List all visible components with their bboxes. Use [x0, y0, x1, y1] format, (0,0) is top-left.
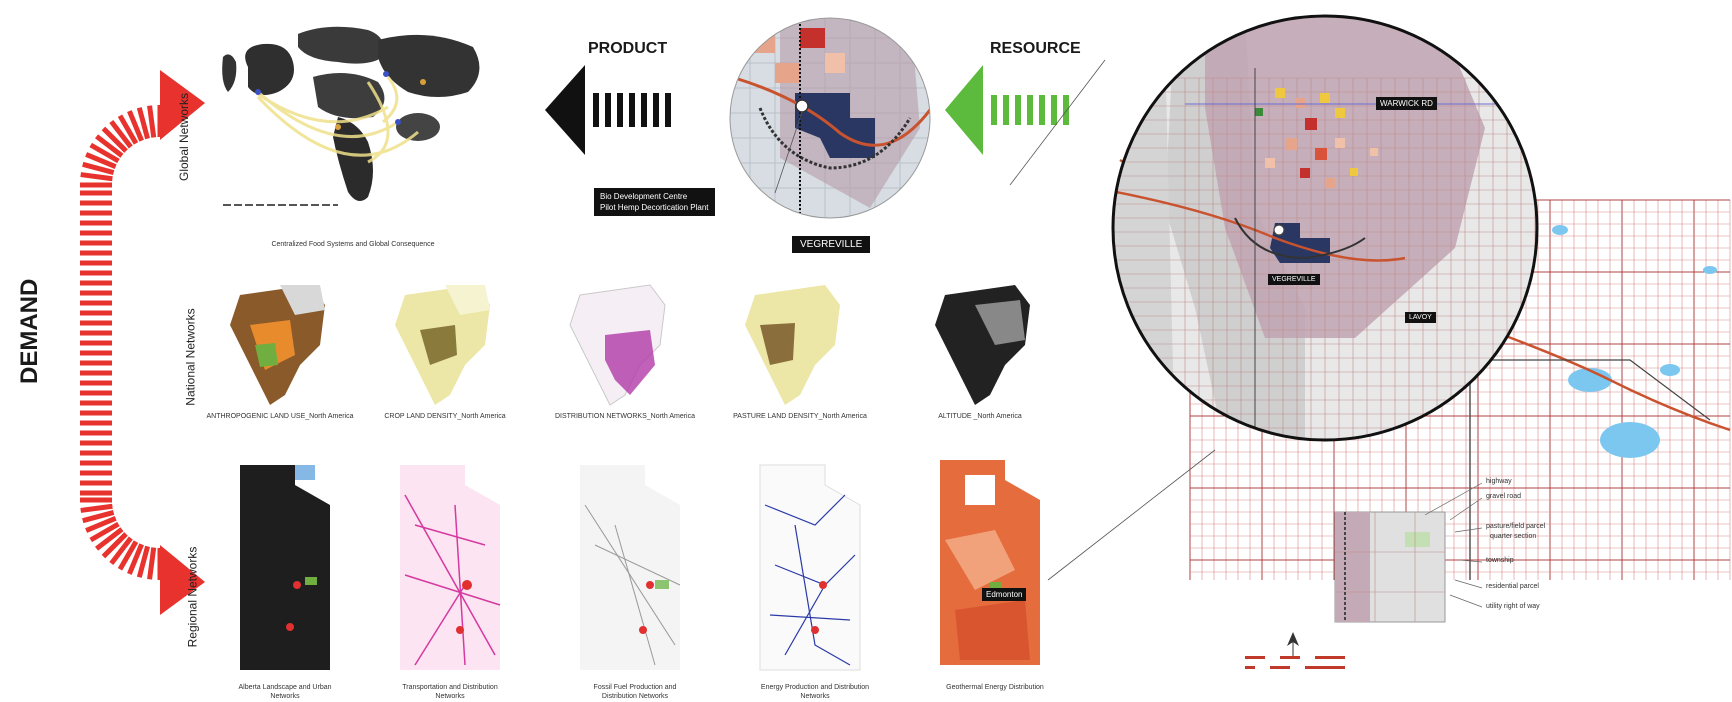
regional-map-transportation — [400, 465, 501, 670]
legend-township: township — [1486, 557, 1514, 564]
regional-map-energy — [759, 464, 861, 671]
regional-caption-2-line1: Transportation and Distribution — [402, 684, 498, 691]
global-caption: Centralized Food Systems and Global Cons… — [271, 241, 435, 248]
legend-quarter-section: quarter section — [1490, 533, 1537, 540]
regional-caption-4: Energy Production and Distribution Netwo… — [730, 683, 900, 701]
national-map-distribution — [569, 284, 666, 406]
magnified-area-circle — [1111, 14, 1539, 442]
national-caption-1: ANTHROPOGENIC LAND USE_North America — [206, 413, 354, 420]
edmonton-label: Edmonton — [982, 588, 1027, 601]
legend-pasture-parcel: pasture/field parcel — [1486, 523, 1546, 530]
lavoy-label: LAVOY — [1405, 312, 1436, 323]
regional-caption-2: Transportation and Distribution Networks — [375, 683, 525, 701]
resource-arrow — [945, 65, 1069, 155]
national-caption-2: CROP LAND DENSITY_North America — [384, 413, 506, 420]
regional-caption-1: Alberta Landscape and Urban Networks — [210, 683, 360, 701]
zoom-connector-lines — [1009, 59, 1216, 581]
bio-centre-line2: Pilot Hemp Decortication Plant — [600, 203, 709, 212]
row-label-national: National Networks — [183, 308, 198, 406]
national-caption-4: PASTURE LAND DENSITY_North America — [733, 413, 867, 420]
regional-caption-4-line1: Energy Production and Distribution — [760, 684, 870, 691]
regional-caption-3-line2: Distribution Networks — [601, 693, 669, 700]
national-caption-5: ALTITUDE _North America — [938, 413, 1022, 420]
national-map-anthropogenic — [230, 285, 325, 405]
regional-map-landscape — [240, 465, 330, 670]
regional-caption-4-line2: Networks — [800, 693, 830, 700]
legend-utility-row: utility right of way — [1486, 603, 1540, 610]
regional-map-geothermal — [940, 460, 1040, 665]
national-map-cropland — [395, 285, 490, 405]
vegreville-small-label: VEGREVILLE — [1268, 274, 1320, 285]
north-arrow-icon — [1287, 632, 1299, 656]
regional-caption-5-line1: Geothermal Energy Distribution — [946, 684, 1044, 691]
bio-centre-label: Bio Development Centre Pilot Hemp Decort… — [594, 188, 715, 216]
legend-leader-lines — [1424, 482, 1483, 608]
scale-bar — [1245, 656, 1345, 669]
regional-map-fossil-fuel — [580, 465, 681, 670]
product-heading: PRODUCT — [588, 40, 668, 57]
product-arrow — [545, 65, 671, 155]
row-label-global: Global Networks — [177, 92, 192, 182]
regional-caption-2-line2: Networks — [435, 693, 465, 700]
national-map-altitude — [935, 285, 1030, 405]
vegreville-label: VEGREVILLE — [792, 236, 871, 253]
legend-residential-parcel: residential parcel — [1486, 583, 1539, 590]
regional-caption-3-line1: Fossil Fuel Production and — [593, 684, 677, 691]
row-label-regional: Regional Networks — [185, 546, 200, 648]
legend-gravel-road: gravel road — [1486, 493, 1522, 500]
warwick-rd-label: WARWICK RD — [1376, 97, 1437, 110]
global-map — [218, 22, 488, 212]
regional-caption-1-line2: Networks — [270, 693, 300, 700]
resource-heading: RESOURCE — [990, 40, 1081, 57]
national-caption-3: DISTRIBUTION NETWORKS_North America — [554, 413, 696, 420]
legend-highway: highway — [1486, 478, 1512, 485]
regional-caption-3: Fossil Fuel Production and Distribution … — [560, 683, 710, 701]
vegreville-inset-map — [729, 17, 931, 219]
demand-arrow — [80, 70, 205, 615]
regional-caption-5: Geothermal Energy Distribution — [920, 683, 1070, 692]
legend-inset — [1334, 511, 1446, 623]
national-map-pasture — [745, 285, 840, 405]
bio-centre-line1: Bio Development Centre — [600, 192, 688, 201]
regional-caption-1-line1: Alberta Landscape and Urban — [238, 684, 332, 691]
